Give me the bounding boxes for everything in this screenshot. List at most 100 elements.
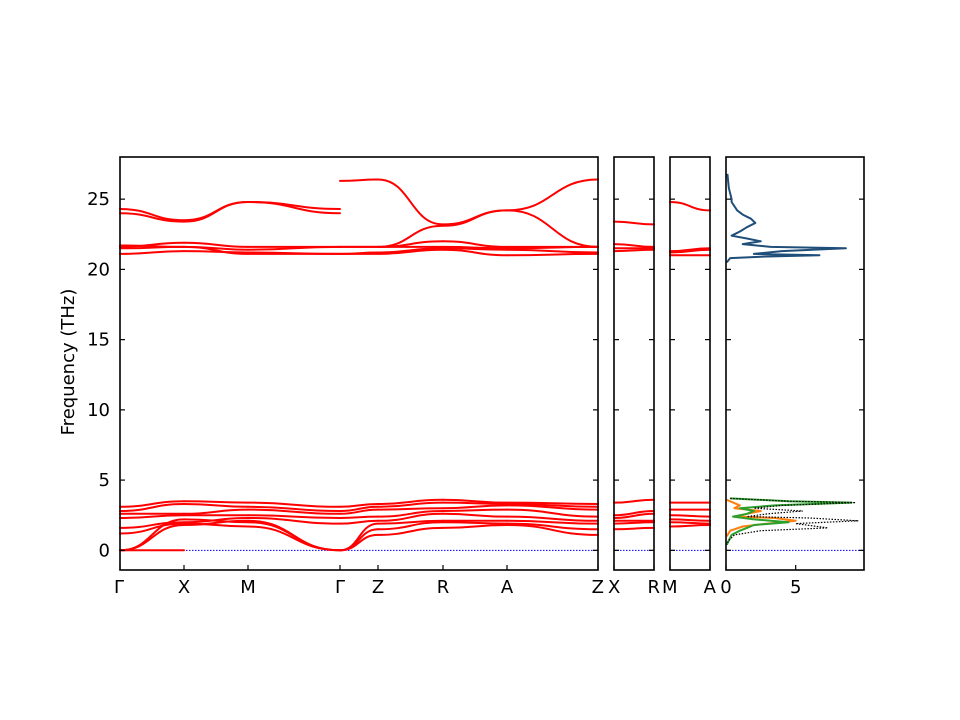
x-tick-label: 0 bbox=[720, 577, 731, 598]
band-line bbox=[119, 244, 185, 248]
band-line bbox=[506, 501, 599, 505]
band-line bbox=[339, 519, 379, 525]
band-line bbox=[506, 178, 599, 212]
band-line bbox=[506, 504, 599, 511]
band-line bbox=[613, 510, 655, 517]
band-line bbox=[339, 508, 379, 515]
band-line bbox=[247, 514, 341, 519]
band-line bbox=[183, 245, 249, 251]
band-line bbox=[183, 250, 249, 254]
band-line bbox=[119, 522, 185, 535]
band-line bbox=[339, 503, 379, 508]
x-tick-label: A bbox=[704, 577, 717, 598]
band-line bbox=[183, 503, 249, 508]
band-panel-1: 0 5 10 15 20 25 Γ X M Γ Z R A Z bbox=[87, 156, 604, 598]
band-line bbox=[377, 510, 444, 518]
band-line bbox=[377, 224, 444, 248]
band-line bbox=[339, 515, 379, 519]
x-tick-label: Z bbox=[372, 577, 384, 598]
band-line bbox=[506, 508, 599, 518]
band-line bbox=[119, 212, 185, 223]
band-line bbox=[669, 248, 711, 254]
panel-frame bbox=[613, 156, 655, 571]
y-tick-label: 10 bbox=[87, 400, 110, 421]
band-line bbox=[339, 505, 379, 512]
band-line bbox=[183, 522, 249, 528]
band-line bbox=[442, 521, 508, 525]
band-line bbox=[247, 501, 341, 508]
x-tick-label: Γ bbox=[114, 577, 124, 598]
band-line bbox=[377, 498, 444, 505]
band-line bbox=[613, 512, 655, 519]
y-tick-label: 0 bbox=[99, 540, 110, 561]
band-line bbox=[247, 245, 341, 251]
band-line bbox=[119, 518, 185, 552]
band-line bbox=[506, 209, 599, 248]
band-line bbox=[613, 248, 655, 253]
band-line bbox=[183, 517, 249, 524]
band-line bbox=[119, 241, 185, 248]
band-line bbox=[669, 524, 711, 528]
x-tick-label: Γ bbox=[335, 577, 345, 598]
band-line bbox=[506, 519, 599, 525]
dos-frame bbox=[725, 156, 865, 571]
band-line bbox=[119, 250, 185, 255]
band-line bbox=[506, 503, 599, 508]
band-line bbox=[669, 247, 711, 253]
band-line bbox=[669, 518, 711, 522]
y-tick-label: 20 bbox=[87, 259, 110, 280]
band-line bbox=[183, 201, 249, 222]
band-line bbox=[506, 248, 599, 254]
x-tick-label: M bbox=[662, 577, 678, 598]
x-tick-label: X bbox=[608, 577, 620, 598]
band-line bbox=[669, 201, 711, 212]
band-line bbox=[377, 507, 444, 511]
band-line bbox=[442, 508, 508, 512]
band-line bbox=[247, 517, 341, 525]
band-line bbox=[247, 525, 341, 552]
band-line bbox=[506, 522, 599, 531]
x-tick-label: A bbox=[501, 577, 514, 598]
x-tick-label: R bbox=[437, 577, 450, 598]
band-line bbox=[506, 515, 599, 522]
band-line bbox=[183, 508, 249, 515]
band-line bbox=[506, 252, 599, 257]
band-line bbox=[613, 526, 655, 531]
band-line bbox=[183, 241, 249, 248]
band-line bbox=[247, 505, 341, 512]
band-line bbox=[442, 498, 508, 504]
band-line bbox=[613, 498, 655, 504]
band-line bbox=[377, 248, 444, 255]
band-line bbox=[119, 521, 185, 529]
band-line bbox=[613, 521, 655, 525]
y-tick-label: 15 bbox=[87, 330, 110, 351]
dos-total-curve bbox=[726, 497, 859, 545]
band-line bbox=[442, 245, 508, 250]
dos-projected-curve bbox=[725, 498, 797, 537]
panel-frame bbox=[669, 156, 711, 571]
band-line bbox=[339, 522, 379, 552]
dos-projected-curve bbox=[725, 173, 847, 264]
dos-projected-curve bbox=[725, 497, 853, 546]
panel-frame bbox=[119, 156, 599, 571]
band-line bbox=[669, 521, 711, 525]
x-tick-label: X bbox=[178, 577, 190, 598]
y-tick-label: 5 bbox=[99, 470, 110, 491]
band-line bbox=[183, 519, 249, 526]
x-tick-label: R bbox=[647, 577, 660, 598]
band-line bbox=[377, 247, 444, 254]
band-line bbox=[377, 526, 444, 536]
band-line bbox=[506, 524, 599, 536]
band-line bbox=[377, 178, 444, 226]
band-line bbox=[339, 528, 379, 552]
band-line bbox=[442, 504, 508, 510]
band-line bbox=[339, 251, 379, 255]
band-line bbox=[442, 209, 508, 226]
band-line bbox=[442, 240, 508, 248]
band-line bbox=[119, 514, 185, 519]
x-tick-label: Z bbox=[592, 577, 604, 598]
